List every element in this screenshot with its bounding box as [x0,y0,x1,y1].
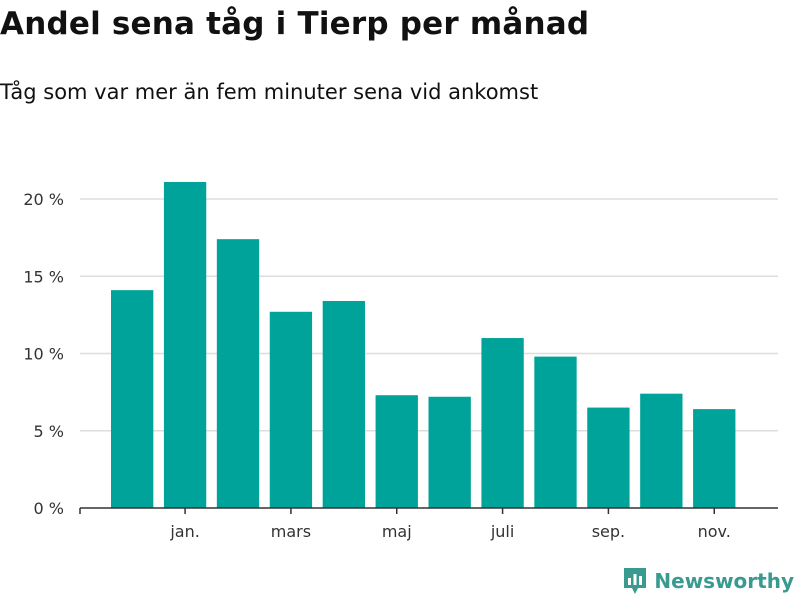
newsworthy-logo: Newsworthy [622,566,794,596]
bars [111,182,736,509]
y-tick-label: 0 % [34,499,64,518]
axes: 0 % 5 % 10 % 15 % 20 % jan. mars maj juli sep. nov… [23,190,778,541]
chart-subtitle: Tåg som var mer än fem minuter sena vid … [0,80,539,104]
brand-name: Newsworthy [654,569,794,593]
bar [693,409,736,508]
x-tick-label: jan. [169,522,199,541]
bar [111,290,154,508]
bar [375,395,418,508]
bar [163,182,207,508]
x-tick-label: nov. [698,522,731,541]
bar [640,393,683,508]
bar [216,239,260,509]
chart-title: Andel sena tåg i Tierp per månad [0,6,590,42]
x-tick-label: juli [490,522,514,541]
x-tick-label: maj [382,522,412,541]
newsworthy-bar-chart-icon [624,568,647,594]
bar [322,300,365,508]
x-tick-label: sep. [592,522,625,541]
bar [534,356,577,508]
bar [428,396,471,508]
bar [587,407,630,508]
x-tick-label: mars [271,522,311,541]
y-tick-label: 15 % [23,267,64,286]
y-tick-label: 10 % [23,345,64,364]
y-tick-label: 20 % [23,190,64,209]
bar [481,338,524,508]
bar [269,311,313,508]
y-tick-label: 5 % [34,422,64,441]
